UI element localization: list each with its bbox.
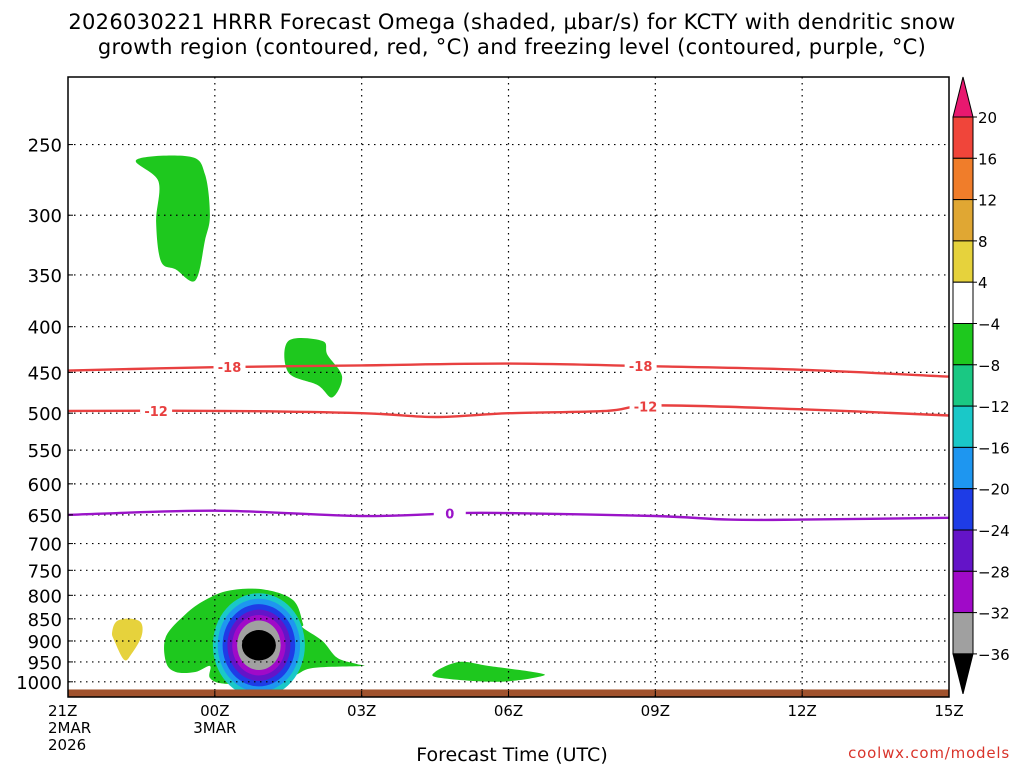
- y-tick-label-300: 300: [28, 206, 62, 227]
- contour-line-1: [68, 404, 949, 419]
- source-credit: coolwx.com/models: [848, 744, 1010, 762]
- colorbar-swatch-4: [952, 240, 974, 283]
- colorbar-bottom-arrow: [952, 653, 974, 695]
- colorbar-label-13: −36: [978, 646, 1010, 664]
- colorbar-swatch-8: [952, 405, 974, 448]
- contour-label-bg-1-1: [629, 398, 662, 415]
- y-tick-label-450: 450: [28, 363, 62, 384]
- colorbar-label-12: −32: [978, 605, 1010, 623]
- contour-label-bg-1-0: [140, 402, 173, 419]
- colorbar-label-3: 8: [978, 233, 988, 251]
- y-tick-label-250: 250: [28, 136, 62, 157]
- colorbar-swatch-13: [952, 612, 974, 655]
- colorbar-swatch-9: [952, 446, 974, 490]
- colorbar-label-11: −28: [978, 563, 1010, 581]
- contour-label-0-1: -18: [629, 360, 653, 375]
- y-tick-label-900: 900: [28, 632, 62, 653]
- y-tick-label-500: 500: [28, 404, 62, 425]
- colorbar-swatch-5: [952, 281, 974, 325]
- colorbar-swatch-3: [952, 199, 974, 242]
- colorbar-swatch-12: [952, 570, 974, 614]
- y-tick-label-350: 350: [28, 266, 62, 287]
- x-tick-label-09Z-0: 09Z: [641, 702, 670, 720]
- colorbar-label-2: 12: [978, 192, 997, 210]
- colorbar-label-5: −4: [978, 316, 1000, 334]
- omega-core-ring-6: [241, 630, 276, 661]
- contour-label-bg-0-1: [624, 358, 657, 375]
- x-tick-label-15Z-0: 15Z: [934, 702, 963, 720]
- y-tick-label-750: 750: [28, 561, 62, 582]
- colorbar-label-0: 20: [978, 109, 997, 127]
- omega-region-0: [135, 155, 210, 282]
- colorbar-swatch-7: [952, 364, 974, 407]
- x-tick-label-03Z-0: 03Z: [347, 702, 376, 720]
- colorbar-label-1: 16: [978, 150, 997, 168]
- colorbar-label-7: −12: [978, 398, 1010, 416]
- colorbar-swatch-10: [952, 488, 974, 531]
- colorbar-label-4: 4: [978, 274, 988, 292]
- x-tick-label-00Z-1: 3MAR: [193, 719, 236, 737]
- plot-frame: [67, 76, 950, 698]
- colorbar-label-9: −20: [978, 481, 1010, 499]
- y-tick-label-700: 700: [28, 535, 62, 556]
- chart-title-line-1: 2026030221 HRRR Forecast Omega (shaded, …: [68, 10, 956, 34]
- y-tick-label-550: 550: [28, 441, 62, 462]
- contour-line-2: [68, 509, 949, 522]
- colorbar-label-6: −8: [978, 357, 1000, 375]
- colorbar-swatch-1: [952, 116, 974, 159]
- y-tick-label-850: 850: [28, 610, 62, 631]
- contour-label-bg-2-0: [433, 505, 466, 522]
- omega-region-3: [432, 661, 545, 682]
- colorbar-label-10: −24: [978, 522, 1010, 540]
- x-tick-label-00Z-0: 00Z: [200, 702, 229, 720]
- y-tick-label-1000: 1000: [16, 673, 62, 694]
- y-tick-label-800: 800: [28, 586, 62, 607]
- x-tick-label-21Z-2: 2026: [48, 736, 86, 754]
- x-tick-label-12Z-0: 12Z: [787, 702, 816, 720]
- omega-region-4: [111, 618, 143, 661]
- y-tick-label-400: 400: [28, 318, 62, 339]
- colorbar-swatch-2: [952, 157, 974, 201]
- contour-label-1-0: -12: [144, 405, 168, 420]
- contour-label-0-0: -18: [218, 361, 242, 376]
- colorbar-swatch-11: [952, 529, 974, 572]
- y-tick-label-950: 950: [28, 653, 62, 674]
- y-tick-label-650: 650: [28, 506, 62, 527]
- chart-title-line-2: growth region (contoured, red, °C) and f…: [97, 35, 927, 59]
- contour-label-bg-0-0: [213, 358, 246, 375]
- x-tick-label-06Z-0: 06Z: [494, 702, 523, 720]
- colorbar-label-8: −16: [978, 439, 1010, 457]
- contour-label-1-1: -12: [634, 400, 658, 415]
- y-tick-label-600: 600: [28, 475, 62, 496]
- colorbar-swatch-6: [952, 323, 974, 366]
- x-axis-label: Forecast Time (UTC): [416, 744, 608, 766]
- x-tick-label-21Z-0: 21Z: [48, 702, 77, 720]
- colorbar-top-arrow: [952, 76, 974, 118]
- omega-region-1: [284, 338, 343, 398]
- contour-label-2-0: 0: [445, 507, 454, 522]
- x-tick-label-21Z-1: 2MAR: [48, 719, 91, 737]
